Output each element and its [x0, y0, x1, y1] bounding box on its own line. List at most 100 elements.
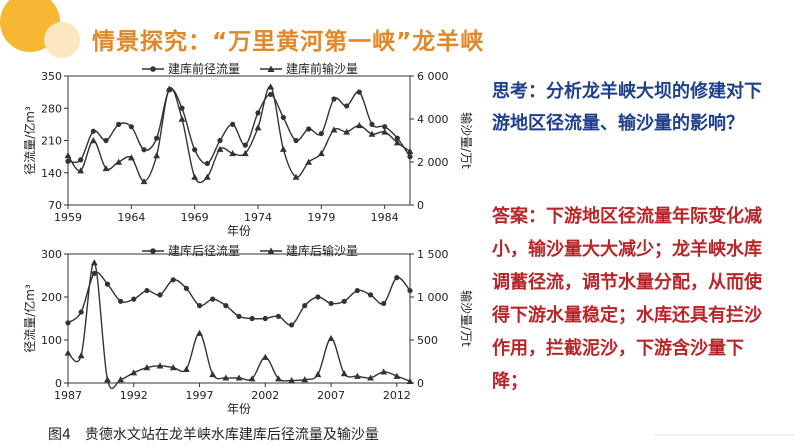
data-point-runoff: [249, 315, 255, 322]
data-point-runoff: [90, 128, 96, 134]
data-point-sediment: [248, 375, 256, 382]
y-left-tick-label: 140: [41, 167, 62, 180]
legend-marker-triangle: [267, 247, 275, 254]
data-point-sediment: [77, 167, 85, 174]
data-point-runoff: [369, 121, 375, 127]
y-left-tick-label: 280: [41, 102, 62, 115]
plot-frame: [67, 75, 411, 206]
x-tick-label: 1974: [244, 211, 272, 224]
data-point-runoff: [367, 292, 374, 298]
data-point-sediment: [381, 128, 389, 135]
data-point-runoff: [407, 287, 413, 294]
x-tick-label: 1969: [181, 211, 209, 224]
data-point-sediment: [288, 377, 296, 384]
data-point-runoff: [154, 135, 160, 141]
chart-2: 1987 1992 1997 2002 2007 2012 0 100 200 300 0 500 1 …: [22, 243, 474, 416]
data-point-runoff: [223, 303, 229, 309]
data-point-sediment: [209, 371, 217, 378]
data-point-runoff: [103, 137, 109, 144]
data-point-sediment: [317, 150, 325, 157]
data-point-runoff: [268, 91, 274, 98]
data-point-runoff: [141, 147, 147, 153]
y-left-axis-title: 径流量/亿m³: [22, 284, 37, 353]
data-point-sediment: [90, 259, 98, 266]
data-point-sediment: [64, 349, 72, 356]
y-right-tick-label: 6 000: [417, 70, 449, 83]
data-point-runoff: [65, 158, 71, 164]
data-point-runoff: [116, 121, 122, 127]
data-point-sediment: [393, 372, 401, 379]
data-point-sediment: [330, 126, 338, 133]
data-point-runoff: [196, 303, 203, 309]
legend-label: 建库前径流量: [168, 61, 240, 76]
data-point-sediment: [380, 368, 388, 375]
data-point-sediment: [64, 152, 72, 159]
legend-label: 建库前输沙量: [286, 61, 358, 76]
plot-frame: [67, 253, 411, 384]
data-point-runoff: [78, 157, 84, 163]
data-point-runoff: [341, 298, 347, 304]
data-point-sediment: [241, 150, 249, 157]
y-right-tick-label: 1 500: [417, 248, 449, 261]
data-point-sediment: [267, 83, 275, 90]
data-point-runoff: [344, 103, 350, 109]
data-point-runoff: [315, 294, 321, 300]
data-point-sediment: [153, 152, 161, 159]
y-right-tick-label: 0: [417, 199, 424, 212]
data-point-runoff: [131, 296, 137, 302]
data-point-runoff: [91, 270, 97, 276]
x-tick-label: 1984: [371, 211, 399, 224]
data-point-runoff: [302, 303, 308, 309]
y-left-tick-label: 0: [55, 377, 62, 390]
data-point-sediment: [127, 154, 135, 161]
data-point-runoff: [65, 320, 71, 326]
slide-title: 情景探究：“万里黄河第一峡”龙羊峡: [92, 29, 485, 55]
x-tick-label: 1959: [54, 211, 82, 224]
y-right-tick-label: 2 000: [417, 156, 449, 169]
data-point-runoff: [394, 135, 400, 141]
data-point-runoff: [104, 281, 111, 287]
y-right-tick-label: 0: [417, 377, 424, 390]
data-point-sediment: [355, 122, 363, 129]
x-tick-label: 1964: [117, 211, 145, 224]
x-tick-label: 2012: [383, 389, 411, 402]
data-point-runoff: [144, 287, 150, 294]
data-point-runoff: [236, 313, 242, 319]
data-point-runoff: [289, 322, 295, 328]
data-point-sediment: [196, 329, 203, 336]
data-point-sediment: [169, 364, 177, 371]
data-point-sediment: [340, 370, 348, 377]
y-left-tick-label: 200: [41, 291, 62, 304]
data-point-runoff: [382, 124, 388, 130]
y-right-axis-title: 输沙量/万t: [459, 112, 474, 169]
data-point-runoff: [407, 154, 413, 160]
runoff-sediment-charts: 1959 1964 1969 1974 1979 19847014021028035002…: [22, 61, 474, 416]
decorative-circles: [0, 0, 80, 58]
legend-label: 建库后输沙量: [286, 243, 358, 258]
data-point-runoff: [183, 285, 189, 291]
data-point-sediment: [368, 130, 376, 137]
figure-caption: 图4 贵德水文站在龙羊峡水库建库后径流量及输沙量: [48, 427, 379, 443]
data-point-sediment: [275, 375, 282, 382]
series-line-left: [67, 88, 411, 165]
y-right-axis-title: 输沙量/万t: [459, 290, 474, 347]
x-axis-title: 年份: [227, 402, 251, 416]
data-point-runoff: [306, 126, 312, 132]
data-point-runoff: [242, 142, 248, 148]
data-point-runoff: [78, 309, 84, 315]
data-point-runoff: [318, 130, 324, 137]
data-point-sediment: [102, 165, 110, 172]
data-point-sediment: [327, 334, 335, 341]
data-point-sediment: [117, 376, 125, 383]
data-point-sediment: [130, 369, 138, 376]
legend-label: 建库后径流量: [168, 243, 240, 258]
y-left-tick-label: 70: [48, 199, 62, 212]
data-point-runoff: [354, 287, 360, 294]
data-point-sediment: [261, 353, 269, 360]
series-line-right: [67, 261, 411, 390]
data-point-sediment: [235, 374, 243, 381]
data-point-sediment: [178, 115, 186, 122]
y-right-tick-label: 1 000: [417, 291, 449, 304]
data-point-runoff: [118, 298, 124, 304]
data-point-sediment: [406, 377, 414, 384]
